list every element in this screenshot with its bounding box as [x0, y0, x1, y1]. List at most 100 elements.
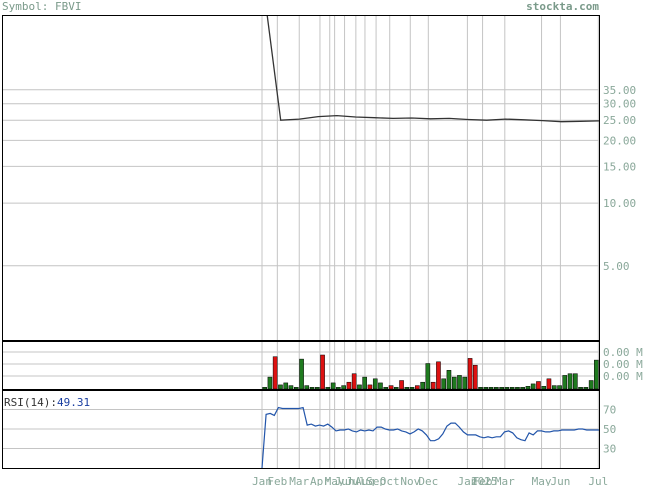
rsi-tick-label: 50: [603, 423, 616, 436]
volume-bar: [272, 356, 278, 390]
x-tick-label: Jul: [346, 475, 366, 486]
volume-bar: [357, 384, 362, 390]
volume-bar: [515, 387, 520, 390]
volume-bar: [530, 383, 536, 390]
rsi-current-value: 49.31: [56, 396, 91, 409]
volume-bar: [415, 385, 420, 390]
panel-frame-2: [2, 390, 600, 469]
volume-bar: [325, 387, 331, 390]
volume-bar: [472, 364, 478, 390]
volume-bar: [383, 387, 389, 390]
price-tick-label: 35.00: [603, 84, 636, 97]
volume-tick-label: 0.00 M: [603, 370, 643, 383]
volume-bar: [557, 385, 562, 390]
x-tick-label: Aug: [355, 475, 375, 486]
volume-bar: [330, 382, 336, 390]
volume-bar: [346, 381, 352, 390]
volume-bar: [594, 359, 599, 390]
x-tick-label: Sep: [366, 475, 386, 486]
price-tick-label: 15.00: [603, 160, 636, 173]
volume-bar: [336, 387, 341, 390]
volume-bar: [478, 387, 483, 390]
volume-bar: [404, 387, 410, 390]
price-tick-label: 20.00: [603, 134, 636, 147]
volume-bar: [393, 387, 399, 390]
volume-bar: [293, 387, 299, 390]
x-tick-label: Oct: [380, 475, 400, 486]
volume-bar: [546, 378, 552, 390]
volume-bar: [372, 378, 378, 390]
volume-bar: [351, 373, 357, 390]
x-tick-label: 2025: [471, 475, 498, 486]
rsi-line: [261, 406, 599, 469]
volume-bar: [425, 363, 431, 390]
volume-bar: [367, 384, 373, 390]
x-tick-label: Feb: [267, 475, 287, 486]
x-tick-label: Nov: [400, 475, 420, 486]
volume-bar: [446, 370, 452, 390]
x-tick-label: Mar: [289, 475, 309, 486]
x-tick-label: Jun: [550, 475, 570, 486]
rsi-panel: [261, 406, 599, 469]
rsi-tick-label: 70: [603, 404, 616, 417]
volume-bar: [457, 375, 462, 390]
volume-bar: [536, 381, 541, 390]
volume-bar: [509, 387, 515, 390]
volume-bar: [436, 361, 441, 390]
volume-bar: [583, 387, 589, 390]
volume-bar: [262, 387, 267, 390]
x-tick-label: Dec: [418, 475, 438, 486]
x-tick-label: Jun: [335, 475, 355, 486]
volume-tick-label: 0.00 M: [603, 358, 643, 371]
volume-bar: [488, 387, 494, 390]
price-tick-label: 5.00: [603, 260, 630, 273]
volume-bar: [309, 387, 315, 390]
volume-bar: [541, 386, 547, 390]
x-tick-label: Jul: [588, 475, 608, 486]
volume-bar: [499, 387, 504, 390]
panel-frame-0: [2, 15, 600, 341]
volume-bar: [388, 385, 394, 390]
volume-bar: [573, 373, 578, 390]
volume-bar: [278, 384, 283, 390]
volume-bar: [525, 386, 531, 390]
price-tick-label: 25.00: [603, 114, 636, 127]
volume-bar: [304, 385, 310, 390]
price-tick-label: 30.00: [603, 98, 636, 111]
panel-frames: [2, 15, 600, 469]
volume-bar: [283, 382, 289, 390]
site-name: stockta.com: [526, 0, 599, 13]
volume-bar: [341, 385, 346, 390]
price-panel: [266, 15, 599, 123]
volume-bar: [320, 354, 325, 390]
volume-bar: [409, 387, 415, 390]
price-tick-label: 10.00: [603, 197, 636, 210]
volume-tick-label: 0.00 M: [603, 346, 643, 359]
volume-bar: [420, 381, 425, 390]
volume-bar: [467, 358, 473, 390]
volume-bar: [504, 387, 510, 390]
rsi-panel-grid: 70 50 30: [2, 390, 616, 468]
volume-bar: [462, 376, 468, 390]
x-tick-label: Apr: [310, 475, 330, 486]
rsi-label: RSI(14):: [4, 396, 57, 409]
rsi-readout: RSI(14):49.31: [4, 397, 90, 409]
x-tick-label: May: [532, 475, 552, 486]
volume-bar: [430, 381, 436, 390]
price-line: [266, 15, 599, 123]
panel-frame-1: [2, 341, 600, 390]
volume-bar: [567, 373, 573, 390]
volume-bar: [451, 376, 457, 390]
x-tick-label: Jan: [457, 475, 477, 486]
volume-bar: [483, 387, 489, 390]
rsi-tick-label: 30: [603, 443, 616, 456]
volume-bar: [494, 387, 499, 390]
volume-bar: [288, 385, 294, 390]
volume-bar: [578, 387, 583, 390]
volume-bar: [399, 380, 404, 390]
symbol-label: Symbol: FBVI: [2, 0, 82, 13]
x-tick-label: Feb: [473, 475, 493, 486]
volume-bar: [551, 385, 557, 390]
